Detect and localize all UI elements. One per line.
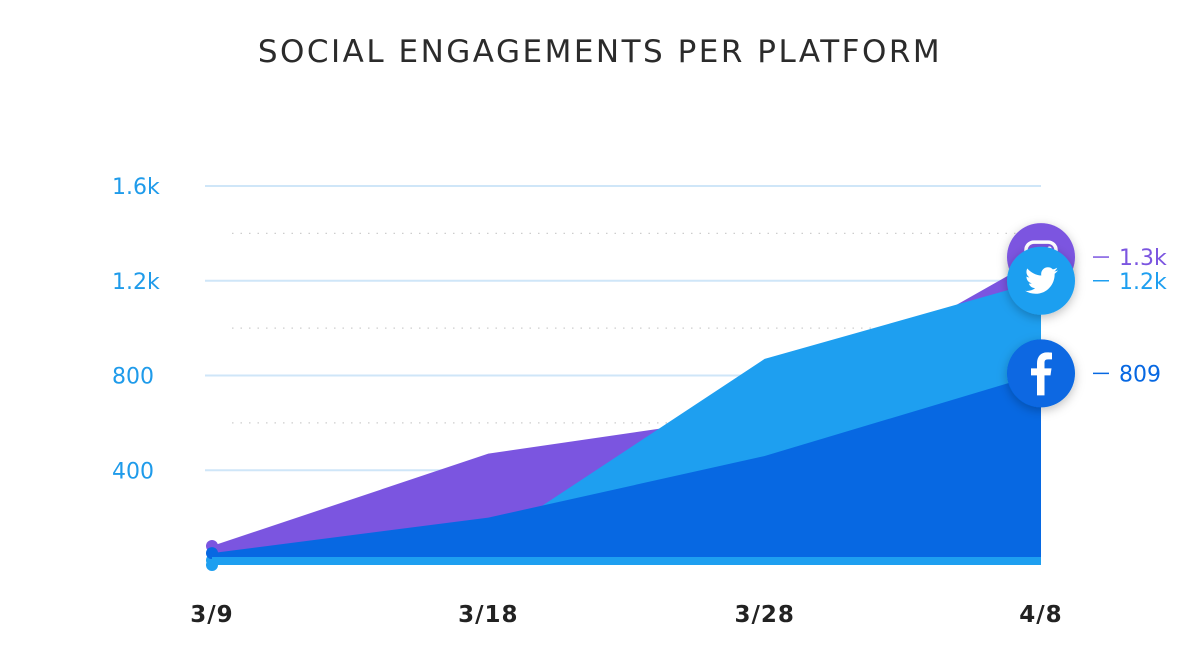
facebook-icon [1031, 352, 1052, 396]
x-tick-label: 3/18 [458, 602, 518, 628]
series-areas [206, 257, 1041, 571]
y-tick-label: 1.2k [112, 270, 160, 295]
y-tick-label: 800 [112, 365, 154, 390]
y-tick-label: 1.6k [112, 175, 160, 200]
x-tick-label: 3/9 [190, 602, 233, 628]
facebook-area [212, 373, 1041, 565]
series-end-label: 1.2k [1119, 270, 1167, 295]
series-badges: 1.3k1.2k 809 [1007, 223, 1167, 408]
series-start-point [206, 547, 218, 560]
x-tick-label: 4/8 [1019, 602, 1062, 628]
x-tick-label: 3/28 [734, 602, 794, 628]
twitter-icon [1025, 267, 1059, 294]
y-axis: 400 800 1.2k 1.6k [112, 175, 160, 484]
baseline-band [212, 557, 1041, 565]
series-end-label: 1.3k [1119, 246, 1167, 271]
series-end-label: 809 [1119, 362, 1161, 387]
chart-title: SOCIAL ENGAGEMENTS PER PLATFORM [257, 34, 943, 70]
twitter-bird [1025, 267, 1059, 294]
y-tick-label: 400 [112, 459, 154, 484]
facebook-f [1031, 352, 1052, 396]
x-axis: 3/9 3/18 3/28 4/8 [190, 602, 1062, 628]
baseline-point [206, 559, 218, 571]
